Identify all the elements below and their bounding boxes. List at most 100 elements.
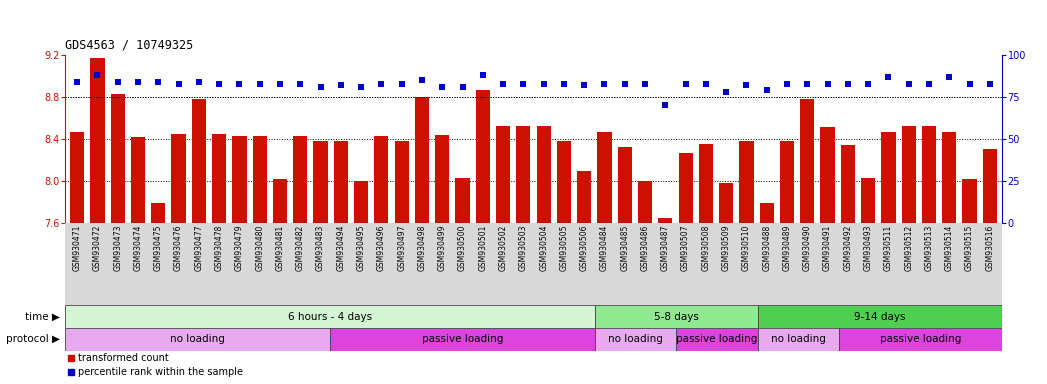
Bar xyxy=(273,179,287,223)
Bar xyxy=(557,141,571,223)
Text: GSM930492: GSM930492 xyxy=(844,225,852,271)
Text: 5-8 days: 5-8 days xyxy=(653,311,698,321)
Point xyxy=(494,81,511,87)
Point xyxy=(656,102,673,108)
Text: GSM930514: GSM930514 xyxy=(944,225,954,271)
Point xyxy=(637,81,653,87)
Bar xyxy=(354,181,369,223)
Bar xyxy=(415,97,429,223)
Bar xyxy=(151,203,165,223)
Point xyxy=(576,82,593,88)
Bar xyxy=(475,89,490,223)
Text: GSM930509: GSM930509 xyxy=(721,225,731,271)
Point xyxy=(474,72,491,78)
Point xyxy=(89,72,106,78)
Bar xyxy=(374,136,388,223)
Text: GSM930486: GSM930486 xyxy=(641,225,649,271)
Bar xyxy=(595,328,676,351)
Text: GSM930473: GSM930473 xyxy=(113,225,122,271)
Point xyxy=(231,81,248,87)
Bar xyxy=(922,126,936,223)
Bar xyxy=(595,305,758,328)
Bar xyxy=(516,126,531,223)
Text: no loading: no loading xyxy=(170,334,225,344)
Point xyxy=(515,81,532,87)
Bar xyxy=(698,144,713,223)
Point xyxy=(941,74,958,80)
Point xyxy=(920,81,937,87)
Point xyxy=(333,82,350,88)
Bar xyxy=(719,183,733,223)
Point xyxy=(373,81,389,87)
Text: GSM930494: GSM930494 xyxy=(336,225,346,271)
Bar xyxy=(962,179,977,223)
Point xyxy=(961,81,978,87)
Bar xyxy=(90,58,105,223)
Text: percentile rank within the sample: percentile rank within the sample xyxy=(79,367,243,377)
Point xyxy=(758,87,775,93)
Text: protocol ▶: protocol ▶ xyxy=(6,334,60,344)
Point xyxy=(596,81,612,87)
Point xyxy=(353,84,370,90)
Text: GDS4563 / 10749325: GDS4563 / 10749325 xyxy=(65,38,194,51)
Point xyxy=(191,79,207,85)
Text: passive loading: passive loading xyxy=(879,334,961,344)
Bar xyxy=(577,170,592,223)
Text: GSM930502: GSM930502 xyxy=(498,225,508,271)
Bar xyxy=(455,178,470,223)
Text: GSM930503: GSM930503 xyxy=(519,225,528,271)
Text: GSM930490: GSM930490 xyxy=(803,225,811,271)
Point xyxy=(697,81,714,87)
Point xyxy=(271,81,288,87)
Text: GSM930515: GSM930515 xyxy=(965,225,974,271)
Text: GSM930472: GSM930472 xyxy=(93,225,102,271)
Text: GSM930476: GSM930476 xyxy=(174,225,183,271)
Text: GSM930471: GSM930471 xyxy=(72,225,82,271)
Bar xyxy=(131,137,146,223)
Text: GSM930511: GSM930511 xyxy=(884,225,893,271)
Bar xyxy=(172,134,185,223)
Text: GSM930475: GSM930475 xyxy=(154,225,162,271)
Point xyxy=(210,81,227,87)
Bar xyxy=(758,305,1002,328)
Text: transformed count: transformed count xyxy=(79,353,169,363)
Text: GSM930505: GSM930505 xyxy=(559,225,569,271)
Point xyxy=(556,81,573,87)
Bar xyxy=(659,218,672,223)
Text: GSM930487: GSM930487 xyxy=(661,225,670,271)
Text: GSM930488: GSM930488 xyxy=(762,225,772,271)
Bar xyxy=(861,178,875,223)
Bar xyxy=(739,141,754,223)
Bar xyxy=(678,153,693,223)
Text: GSM930491: GSM930491 xyxy=(823,225,832,271)
Bar xyxy=(800,99,815,223)
Point xyxy=(900,81,917,87)
Bar xyxy=(618,147,632,223)
Point xyxy=(312,84,329,90)
Text: GSM930512: GSM930512 xyxy=(905,225,913,271)
Point xyxy=(799,81,816,87)
Point xyxy=(454,84,471,90)
Point xyxy=(130,79,147,85)
Bar xyxy=(758,328,839,351)
Point xyxy=(150,79,166,85)
Point xyxy=(109,79,126,85)
Point xyxy=(981,81,998,87)
Text: GSM930485: GSM930485 xyxy=(620,225,629,271)
Text: GSM930498: GSM930498 xyxy=(418,225,426,271)
Text: GSM930478: GSM930478 xyxy=(215,225,224,271)
Point xyxy=(779,81,796,87)
Bar xyxy=(839,328,1002,351)
Bar xyxy=(821,127,834,223)
Text: GSM930513: GSM930513 xyxy=(925,225,934,271)
Text: passive loading: passive loading xyxy=(676,334,758,344)
Bar xyxy=(232,136,246,223)
Bar xyxy=(213,134,226,223)
Bar xyxy=(638,181,652,223)
Bar xyxy=(496,126,510,223)
Bar xyxy=(882,132,895,223)
Bar xyxy=(436,135,449,223)
Text: passive loading: passive loading xyxy=(422,334,503,344)
Text: 9-14 days: 9-14 days xyxy=(854,311,906,321)
Bar xyxy=(65,328,330,351)
